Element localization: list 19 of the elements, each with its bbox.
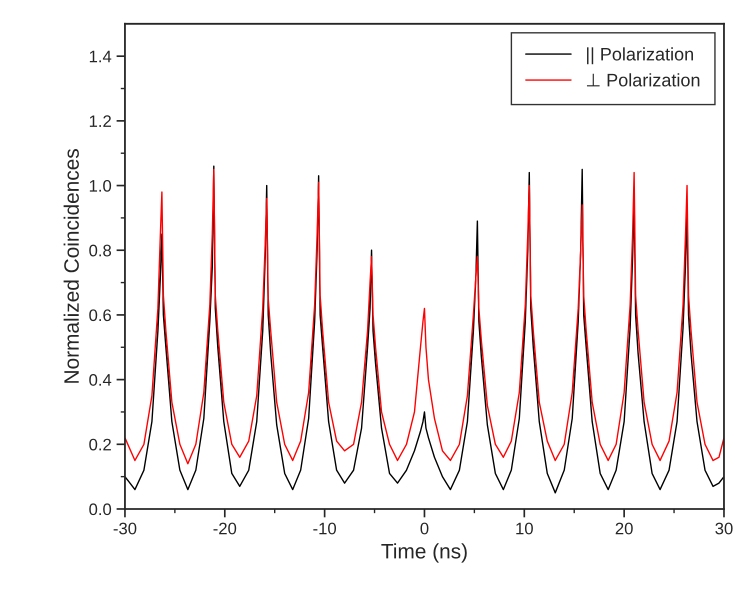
x-axis-title: Time (ns) [381, 543, 467, 563]
x-tick-label: 10 [516, 522, 533, 534]
y-tick-label: 1.0 [90, 180, 112, 192]
x-tick-label: 30 [715, 522, 733, 534]
x-tick-label: 20 [616, 522, 633, 534]
y-tick-label: 0.2 [89, 438, 111, 450]
y-tick-label: 1.2 [90, 115, 111, 127]
y-axis-title: Normalized Coincidences [64, 149, 79, 383]
y-tick-label: 0.0 [89, 503, 112, 516]
legend-label: || Polarization [587, 47, 693, 64]
y-tick-label: 0.4 [89, 374, 112, 386]
legend-label: ⊥ Polarization [586, 73, 700, 87]
y-tick-label: 0.8 [89, 244, 112, 256]
y-tick-label: 0.6 [89, 309, 112, 322]
x-tick-label: -30 [114, 522, 136, 534]
x-tick-label: 0 [420, 522, 428, 534]
x-tick-label: -20 [213, 522, 236, 534]
y-tick-label: 1.4 [90, 50, 112, 62]
x-tick-label: -10 [313, 522, 336, 534]
